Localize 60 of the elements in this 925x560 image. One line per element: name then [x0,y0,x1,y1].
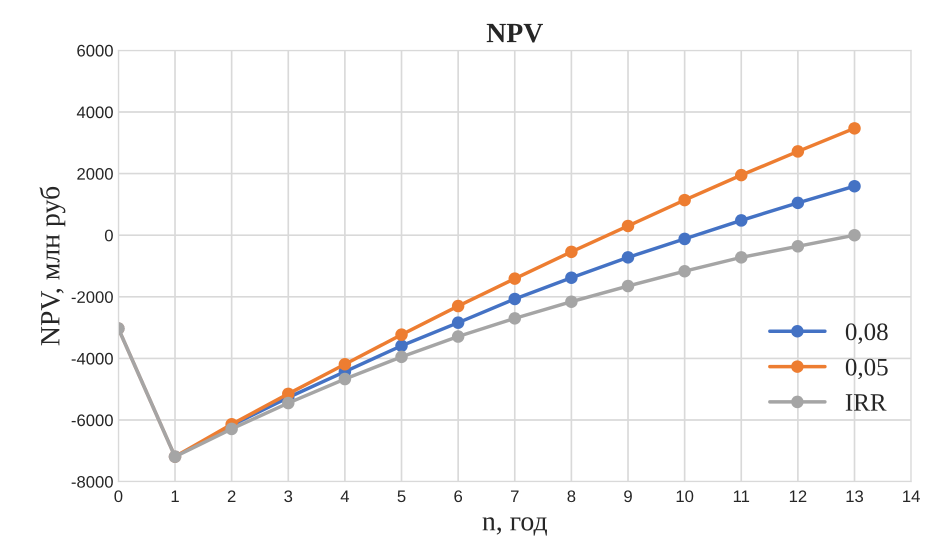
point [452,316,464,329]
x-tick-label: 8 [567,490,576,502]
point [508,312,522,325]
point [792,240,804,253]
x-tick-label: 0 [114,490,122,502]
x-tick-label: 3 [284,490,292,502]
x-axis-title: n, год [482,517,547,536]
point [338,372,352,386]
point [508,272,522,285]
point [622,220,634,232]
legend-label: 0,08 [846,323,888,344]
point [848,122,861,135]
point [395,350,408,364]
point [678,232,691,246]
y-axis-title: NPV, млн руб [39,186,66,346]
y-tick-label: -6000 [72,414,113,426]
point [848,180,861,192]
x-tick-label: 13 [846,490,864,502]
x-tick-label: 4 [340,490,350,502]
point [735,168,748,182]
point [565,271,578,284]
point [282,396,295,410]
point [565,246,578,258]
x-tick-label: 10 [676,490,694,502]
point [792,145,804,158]
x-tick-label: 5 [398,490,406,502]
point [622,280,634,292]
point [622,251,634,264]
y-tick-label: -4000 [72,352,113,365]
y-tick-label: 6000 [77,44,113,57]
point [848,228,861,242]
point [395,328,408,341]
chart-title: NPV [486,24,543,42]
point [225,422,238,436]
legend-label: 0,05 [846,358,888,380]
y-tick-label: 4000 [76,106,113,118]
y-tick-label: 0 [104,230,113,242]
x-tick-label: 9 [624,490,632,502]
point [452,330,464,343]
point [452,300,464,312]
y-tick-label: 2000 [77,168,113,180]
y-tick-label: -2000 [72,291,113,304]
point [508,292,522,306]
y-tick-label: -8000 [72,476,113,488]
point [678,194,691,206]
point [678,264,691,278]
x-tick-label: 14 [903,490,920,502]
legend-label: IRR [846,394,887,411]
point [735,251,748,264]
point [792,196,804,210]
point [338,358,352,370]
x-tick-label: 7 [510,490,519,502]
x-tick-label: 12 [790,490,806,502]
x-tick-label: 6 [454,490,462,502]
x-tick-label: 1 [172,490,179,502]
point [395,340,408,352]
x-tick-label: 11 [734,490,750,502]
point [735,214,748,227]
point [565,295,578,308]
x-tick-label: 2 [228,490,236,502]
